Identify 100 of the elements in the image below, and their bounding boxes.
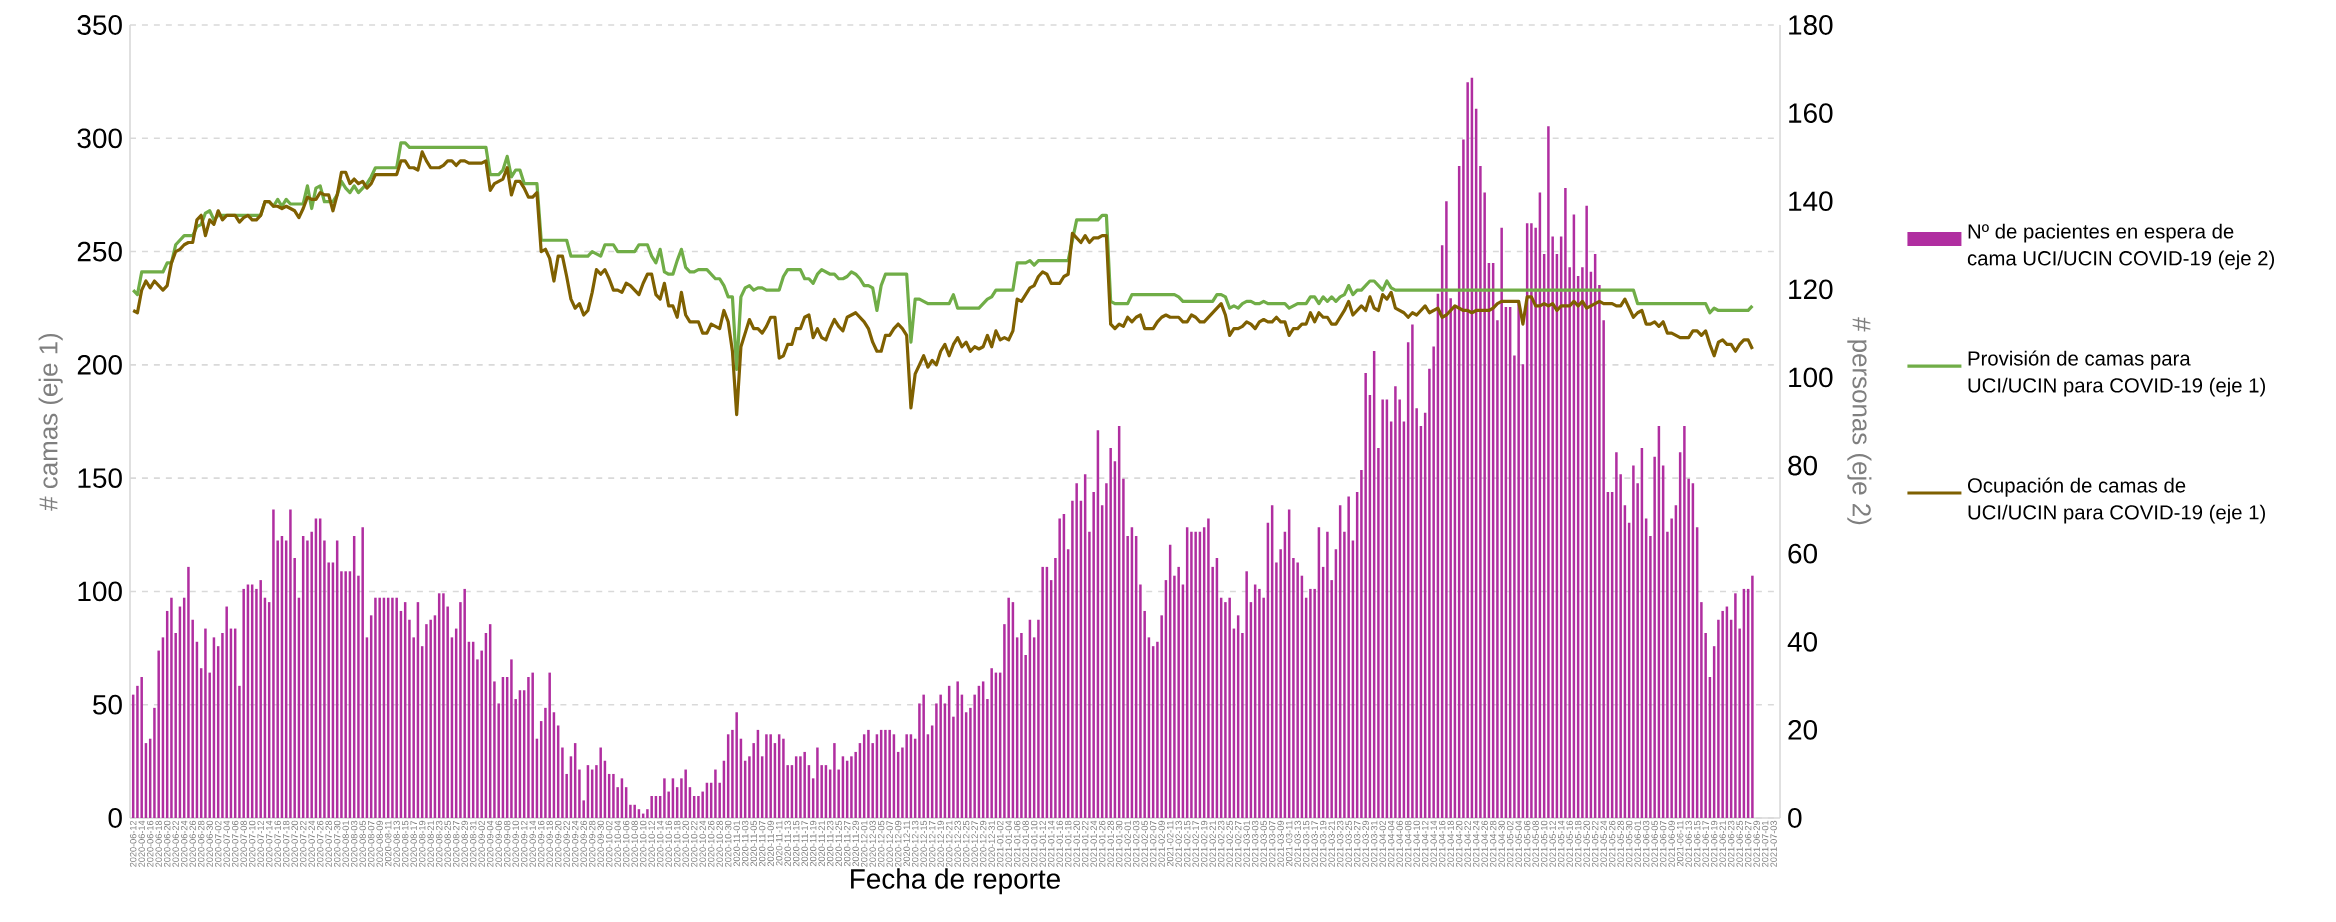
x-tick-label: 2020-06-12 [129, 820, 137, 867]
x-tick-label: 2020-10-08 [631, 820, 638, 867]
x-tick-label: 2021-01-18 [1064, 820, 1072, 867]
x-tick-label: 2020-11-01 [733, 820, 740, 867]
y-tick-label: 50 [93, 694, 122, 715]
x-tick-label: 2021-02-25 [1226, 820, 1233, 867]
bar [1432, 346, 1435, 818]
bar [799, 756, 802, 818]
x-tick-label: 2020-09-10 [512, 820, 519, 867]
x-tick-label: 2021-03-23 [1336, 820, 1344, 867]
x-tick-label: 2021-01-02 [996, 820, 1004, 867]
bar [1653, 456, 1656, 818]
bar [442, 593, 445, 818]
x-tick-label: 2021-06-23 [1727, 820, 1735, 867]
bar [599, 747, 602, 818]
bar [769, 734, 772, 818]
bar [735, 712, 738, 818]
x-tick-label: 2020-12-31 [988, 820, 995, 867]
bar [1721, 610, 1724, 818]
y2-tick-label: 60 [1788, 543, 1818, 564]
bar [752, 743, 755, 818]
x-tick-label: 2020-11-13 [784, 820, 791, 867]
x-tick-label: 2020-10-18 [673, 820, 681, 867]
x-tick-label: 2020-09-24 [571, 820, 579, 867]
x-tick-label: 2020-12-29 [979, 820, 987, 867]
y-tick-label: 350 [77, 15, 122, 35]
x-tick-label: 2020-10-16 [665, 820, 672, 867]
x-tick-label: 2021-06-17 [1702, 820, 1709, 867]
x-tick-label: 2021-07-03 [1770, 820, 1777, 867]
bar [905, 734, 908, 818]
x-tick-label: 2021-04-08 [1404, 820, 1412, 867]
x-tick-label: 2021-04-28 [1489, 820, 1497, 867]
bar [578, 769, 581, 818]
bar [1309, 588, 1312, 818]
x-tick-label: 2021-04-04 [1387, 820, 1395, 867]
bar [1381, 399, 1384, 818]
bar [850, 756, 853, 818]
x-tick-label: 2020-12-13 [911, 820, 919, 867]
bar [1245, 571, 1248, 818]
bar [429, 619, 432, 818]
bar [1109, 447, 1112, 818]
bar [833, 743, 836, 818]
x-tick-label: 2021-01-14 [1047, 820, 1055, 867]
x-tick-label: 2020-11-09 [767, 820, 774, 867]
bar [939, 694, 942, 818]
y-tick-label: 0 [108, 808, 122, 828]
x-tick-label: 2020-08-21 [427, 820, 434, 867]
bar [1075, 483, 1078, 818]
bar [1534, 227, 1537, 818]
x-tick-label: 2020-08-01 [342, 820, 349, 867]
x-tick-label: 2020-08-17 [410, 820, 417, 867]
x-tick-label: 2021-04-18 [1447, 820, 1454, 867]
bar [684, 769, 687, 818]
bar [1258, 588, 1261, 818]
legend-label: Provisión de camas para UCI/UCIN para COVID-19 (eje 1) [1968, 350, 2265, 397]
x-tick-label: 2020-08-07 [367, 820, 375, 867]
x-tick-label: 2021-03-07 [1268, 820, 1276, 867]
x-tick-label: 2020-12-07 [886, 820, 893, 867]
bar [1615, 452, 1618, 818]
x-tick-label: 2020-08-15 [401, 820, 409, 867]
y2-tick-label: 100 [1789, 367, 1833, 388]
x-tick-label: 2020-07-28 [325, 820, 332, 867]
bar [272, 509, 275, 818]
bar [1632, 465, 1635, 818]
x-tick-label: 2021-05-22 [1591, 820, 1599, 867]
bar [374, 597, 377, 818]
x-tick-label: 2021-01-10 [1030, 820, 1038, 867]
x-tick-label: 2020-11-03 [741, 820, 749, 867]
bar [1326, 531, 1329, 818]
bar [1292, 558, 1295, 818]
x-tick-label: 2021-04-10 [1413, 820, 1420, 867]
x-tick-label: 2021-01-06 [1013, 820, 1021, 867]
x-tick-label: 2021-02-27 [1234, 820, 1242, 867]
bar [391, 597, 394, 818]
x-tick-label: 2020-08-23 [435, 820, 443, 867]
x-tick-label: 2021-06-19 [1710, 820, 1718, 867]
x-tick-label: 2021-03-09 [1277, 820, 1284, 867]
x-tick-label: 2020-10-28 [716, 820, 723, 867]
x-tick-label: 2020-10-06 [622, 820, 630, 867]
x-tick-label: 2020-12-21 [945, 820, 953, 867]
bar [1020, 632, 1023, 818]
x-tick-label: 2021-04-14 [1430, 820, 1437, 867]
y2-tick-label: 180 [1789, 15, 1833, 35]
y-tick-label: 250 [77, 241, 122, 262]
bar [922, 694, 925, 818]
bar [510, 659, 513, 818]
x-tick-label: 2021-05-28 [1617, 820, 1624, 867]
y2-tick-label: 80 [1788, 455, 1818, 476]
x-tick-label: 2021-03-21 [1328, 820, 1335, 867]
x-tick-label: 2021-05-18 [1574, 820, 1582, 867]
x-tick-label: 2020-12-09 [894, 820, 902, 867]
bar [1194, 531, 1197, 818]
x-tick-label: 2020-09-22 [563, 820, 570, 867]
bar [340, 571, 343, 818]
x-tick-label: 2020-10-02 [605, 820, 613, 867]
x-tick-label: 2020-07-08 [240, 820, 247, 867]
bar [1734, 593, 1737, 818]
x-tick-label: 2020-07-24 [308, 820, 315, 867]
x-tick-label: 2020-11-15 [792, 820, 800, 867]
x-tick-label: 2021-05-16 [1566, 820, 1573, 867]
